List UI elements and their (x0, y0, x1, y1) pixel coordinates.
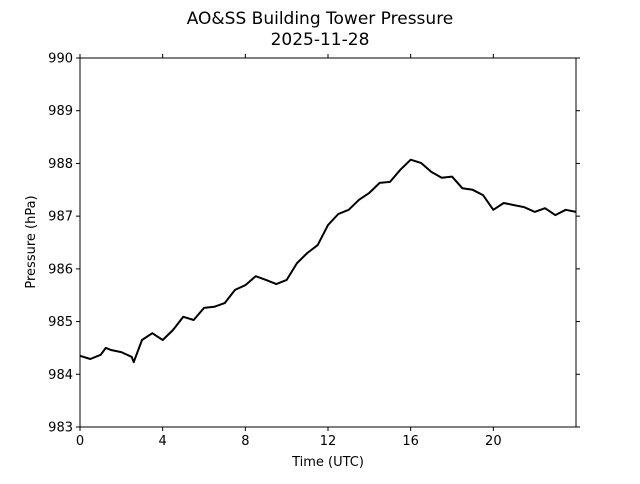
y-tick-label: 984 (48, 368, 73, 383)
y-tick-label: 989 (48, 104, 73, 119)
y-tick-label: 988 (48, 157, 73, 172)
x-tick-label: 4 (159, 434, 167, 449)
chart-title: AO&SS Building Tower Pressure (187, 9, 454, 29)
x-tick-label: 0 (76, 434, 84, 449)
chart-subtitle: 2025-11-28 (271, 30, 370, 50)
x-tick-label: 12 (320, 434, 337, 449)
y-tick-label: 985 (48, 315, 73, 330)
x-tick-label: 8 (241, 434, 249, 449)
y-tick-label: 983 (48, 421, 73, 436)
y-axis-label: Pressure (hPa) (24, 195, 39, 288)
x-tick-label: 20 (485, 434, 502, 449)
x-axis-label: Time (UTC) (291, 455, 364, 470)
plot-area-frame (79, 57, 577, 428)
x-tick-label: 16 (402, 434, 419, 449)
pressure-line (79, 158, 577, 364)
y-tick-label: 987 (48, 210, 73, 225)
y-tick-label: 990 (48, 52, 73, 67)
y-tick-label: 986 (48, 262, 73, 277)
